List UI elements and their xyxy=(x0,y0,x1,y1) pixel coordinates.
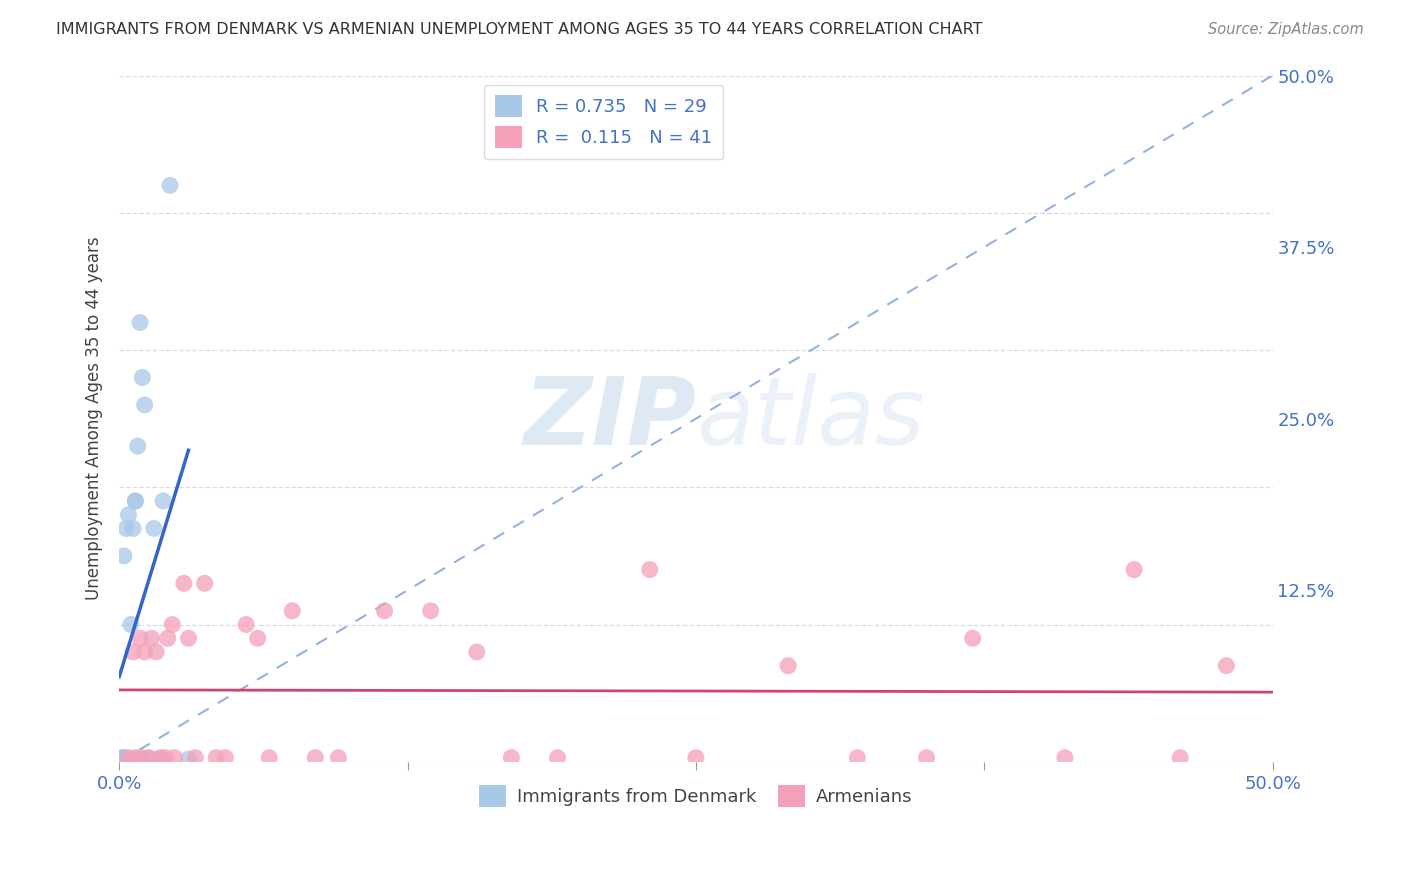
Point xyxy=(112,750,135,764)
Point xyxy=(115,752,138,766)
Point xyxy=(1123,563,1146,577)
Point xyxy=(131,752,153,766)
Point xyxy=(127,439,149,453)
Point xyxy=(112,549,135,563)
Point xyxy=(115,752,138,766)
Point xyxy=(159,178,181,193)
Point xyxy=(152,494,174,508)
Point xyxy=(138,750,160,764)
Point xyxy=(177,752,200,766)
Point xyxy=(115,521,138,535)
Legend: Immigrants from Denmark, Armenians: Immigrants from Denmark, Armenians xyxy=(472,778,920,814)
Point xyxy=(778,658,800,673)
Point xyxy=(328,750,350,764)
Point xyxy=(638,563,661,577)
Point xyxy=(129,632,152,646)
Text: atlas: atlas xyxy=(696,373,924,464)
Point xyxy=(547,750,569,764)
Point xyxy=(122,521,145,535)
Point xyxy=(110,752,132,766)
Point xyxy=(110,750,132,764)
Point xyxy=(1053,750,1076,764)
Point xyxy=(138,752,160,766)
Point xyxy=(148,752,170,766)
Point xyxy=(501,750,523,764)
Point xyxy=(373,604,395,618)
Point xyxy=(246,632,269,646)
Point xyxy=(156,632,179,646)
Text: IMMIGRANTS FROM DENMARK VS ARMENIAN UNEMPLOYMENT AMONG AGES 35 TO 44 YEARS CORRE: IMMIGRANTS FROM DENMARK VS ARMENIAN UNEM… xyxy=(56,22,983,37)
Point xyxy=(112,752,135,766)
Text: ZIP: ZIP xyxy=(523,373,696,465)
Point xyxy=(304,750,326,764)
Point xyxy=(194,576,217,591)
Point xyxy=(134,645,156,659)
Point xyxy=(145,645,167,659)
Point xyxy=(120,752,142,766)
Y-axis label: Unemployment Among Ages 35 to 44 years: Unemployment Among Ages 35 to 44 years xyxy=(86,237,103,600)
Point xyxy=(177,632,200,646)
Point xyxy=(419,604,441,618)
Point xyxy=(685,750,707,764)
Point xyxy=(129,316,152,330)
Point xyxy=(235,617,257,632)
Point xyxy=(149,750,172,764)
Point xyxy=(117,508,139,522)
Point xyxy=(124,494,146,508)
Point xyxy=(134,398,156,412)
Point xyxy=(124,750,146,764)
Point xyxy=(141,632,163,646)
Point xyxy=(163,750,186,764)
Point xyxy=(131,750,153,764)
Point xyxy=(1215,658,1237,673)
Text: Source: ZipAtlas.com: Source: ZipAtlas.com xyxy=(1208,22,1364,37)
Point xyxy=(1168,750,1191,764)
Point xyxy=(110,752,132,766)
Point xyxy=(122,645,145,659)
Point xyxy=(120,617,142,632)
Point xyxy=(155,750,177,764)
Point xyxy=(962,632,984,646)
Point xyxy=(131,370,153,384)
Point xyxy=(142,521,165,535)
Point xyxy=(214,750,236,764)
Point xyxy=(117,752,139,766)
Point xyxy=(173,576,195,591)
Point xyxy=(915,750,938,764)
Point xyxy=(162,617,184,632)
Point xyxy=(846,750,869,764)
Point xyxy=(465,645,488,659)
Point xyxy=(281,604,304,618)
Point xyxy=(112,750,135,764)
Point xyxy=(124,494,146,508)
Point xyxy=(122,752,145,766)
Point xyxy=(117,750,139,764)
Point xyxy=(257,750,280,764)
Point xyxy=(205,750,228,764)
Point xyxy=(184,750,207,764)
